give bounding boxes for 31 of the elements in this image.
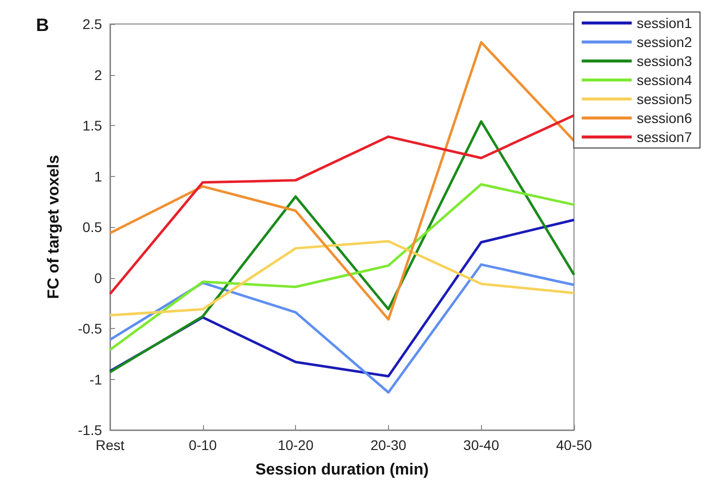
legend-label: session3 xyxy=(636,53,692,69)
y-tick-label: 2 xyxy=(94,66,102,83)
y-tick-label: 0.5 xyxy=(82,219,102,235)
legend-label: session2 xyxy=(636,34,692,50)
line-series xyxy=(108,263,576,394)
x-axis-title: Session duration (min) xyxy=(255,462,429,478)
line-series xyxy=(108,114,576,296)
x-tick-label: 30-40 xyxy=(463,437,500,453)
y-tick-label: 1 xyxy=(94,168,102,184)
x-tick-label: 10-20 xyxy=(278,437,314,453)
y-tick-label: 1.5 xyxy=(82,118,102,134)
x-tick-label: 40-50 xyxy=(556,437,592,453)
line-series xyxy=(108,240,576,317)
text: B xyxy=(36,15,49,35)
y-tick-label: 2.5 xyxy=(82,16,102,32)
legend-label: session7 xyxy=(636,129,692,145)
line-series xyxy=(108,120,576,374)
legend-label: session1 xyxy=(636,15,692,31)
line-series xyxy=(108,41,576,321)
y-tick-label: -1 xyxy=(90,371,102,388)
legend-label: session6 xyxy=(636,110,692,126)
y-tick-label: 0 xyxy=(94,270,102,286)
x-tick-label: 0-10 xyxy=(188,437,218,453)
legend-label: session5 xyxy=(636,91,692,107)
legend-label: session4 xyxy=(636,72,692,88)
line-series xyxy=(108,183,576,352)
x-tick-label: Rest xyxy=(96,437,124,453)
y-tick-label: -1.5 xyxy=(78,422,102,438)
y-axis-title: FC of target voxels xyxy=(46,154,62,300)
x-tick-label: 20-30 xyxy=(370,437,407,453)
y-tick-label: -0.5 xyxy=(78,320,102,336)
